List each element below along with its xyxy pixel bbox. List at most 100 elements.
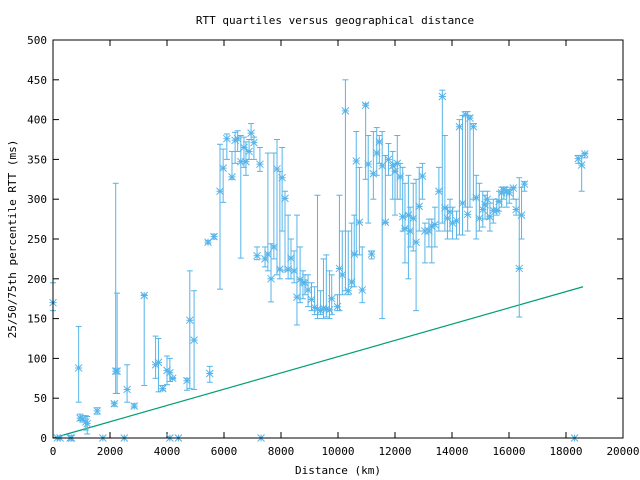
data-point (183, 376, 191, 391)
x-tick-label: 0 (50, 445, 57, 458)
median-marker (475, 214, 484, 223)
median-marker (216, 187, 224, 196)
y-tick-label: 350 (27, 153, 47, 166)
median-marker (455, 122, 464, 131)
data-point (83, 416, 92, 435)
data-point (335, 194, 344, 312)
data-point (435, 166, 443, 232)
median-marker (415, 202, 424, 211)
data-point (267, 243, 275, 303)
data-point (515, 177, 524, 318)
median-marker (335, 264, 344, 273)
median-marker (361, 101, 370, 110)
data-point (478, 190, 487, 228)
median-marker (580, 149, 589, 158)
median-marker (185, 316, 194, 325)
median-marker (310, 303, 319, 312)
y-tick-label: 150 (27, 313, 47, 326)
data-point (74, 326, 83, 403)
plot-frame (52, 39, 624, 439)
median-marker (113, 367, 121, 375)
median-marker (458, 199, 467, 208)
median-marker (364, 160, 373, 169)
median-marker (381, 218, 390, 227)
median-marker (228, 173, 236, 181)
median-marker (350, 250, 359, 258)
data-point (355, 166, 364, 256)
data-point (204, 238, 212, 247)
data-point (520, 180, 529, 192)
data-point (168, 374, 177, 383)
median-marker (384, 155, 393, 164)
data-point (293, 214, 301, 326)
data-point (233, 130, 242, 152)
median-marker (165, 368, 174, 377)
median-marker (398, 212, 407, 221)
median-marker (273, 165, 281, 173)
data-point (350, 214, 359, 288)
axis-ticks: 0 2000 4000 6000 8000 10000 12000 14000 16000 180… (27, 34, 639, 458)
median-marker (505, 188, 514, 197)
data-point (401, 182, 409, 264)
median-marker (83, 419, 92, 428)
median-marker (301, 278, 309, 287)
median-marker (267, 274, 275, 283)
median-marker (284, 265, 292, 274)
median-marker (425, 227, 433, 235)
data-point (253, 246, 261, 261)
median-marker (438, 92, 447, 101)
data-point (577, 154, 586, 192)
data-point (231, 131, 239, 164)
data-point (443, 206, 452, 240)
data-point (391, 162, 399, 216)
median-marker (509, 184, 518, 192)
median-marker (427, 222, 436, 231)
median-marker (469, 122, 478, 131)
median-marker (236, 157, 245, 166)
median-marker (293, 293, 301, 301)
median-marker (204, 238, 212, 247)
data-point (301, 274, 309, 296)
median-marker (378, 161, 387, 170)
y-tick-label: 450 (27, 74, 47, 87)
median-marker (372, 149, 381, 157)
median-marker (168, 374, 177, 383)
data-point (412, 178, 420, 312)
median-marker (290, 266, 298, 275)
x-tick-label: 2000 (97, 445, 124, 458)
median-marker (443, 214, 452, 223)
median-marker (110, 399, 119, 408)
median-marker (574, 154, 583, 163)
median-marker (242, 157, 250, 166)
median-marker (388, 161, 397, 170)
data-point (290, 250, 298, 284)
y-tick-label: 50 (34, 392, 47, 405)
median-marker (486, 212, 494, 221)
median-marker (344, 286, 353, 295)
data-point (310, 286, 319, 316)
data-point (270, 152, 278, 260)
data-point (463, 111, 472, 232)
median-marker (261, 255, 269, 263)
data-point (287, 238, 295, 280)
y-tick-label: 250 (27, 233, 47, 246)
x-tick-label: 20000 (606, 445, 639, 458)
median-marker (483, 195, 492, 204)
data-point (472, 174, 481, 240)
median-marker (502, 188, 511, 196)
median-marker (347, 278, 356, 286)
median-marker (446, 208, 454, 216)
data-point (469, 122, 478, 200)
data-point (236, 135, 245, 259)
x-tick-label: 18000 (549, 445, 582, 458)
median-marker (158, 384, 167, 393)
data-point (93, 407, 102, 415)
median-marker (278, 173, 286, 182)
median-marker (130, 402, 139, 411)
data-point (123, 364, 131, 403)
median-marker (250, 138, 258, 147)
data-point (113, 292, 121, 394)
median-marker (338, 270, 347, 279)
data-point (448, 206, 457, 240)
y-tick-label: 300 (27, 193, 47, 206)
